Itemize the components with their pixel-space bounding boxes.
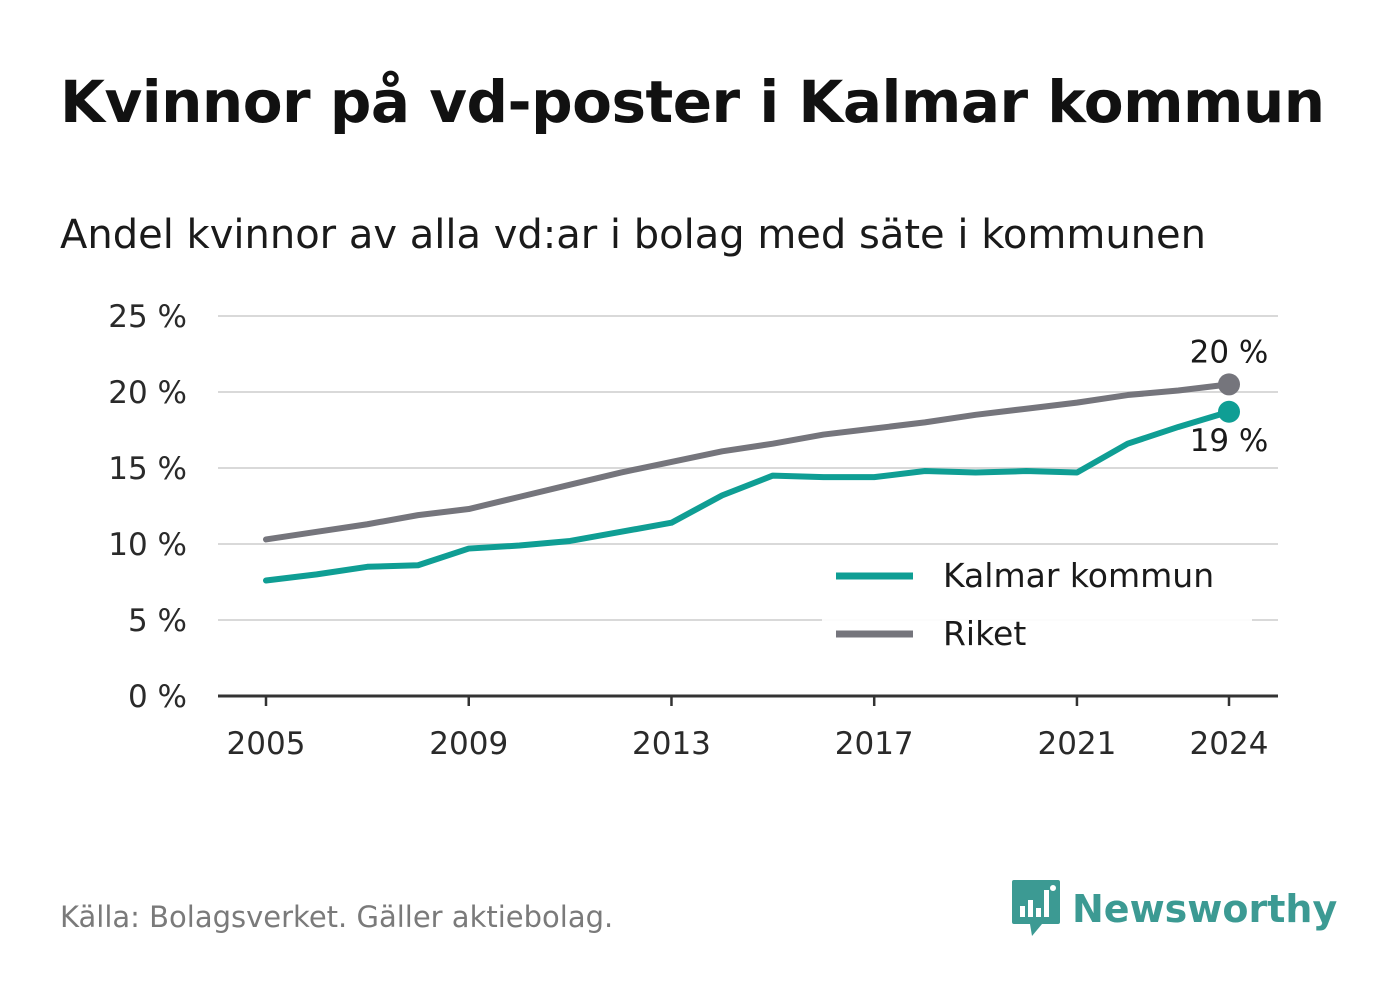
end-marker xyxy=(1218,400,1240,423)
x-tick-label: 2013 xyxy=(632,726,711,762)
x-tick-label: 2024 xyxy=(1190,726,1269,762)
y-axis-ticks: 0 % 5 % 10 % 15 % 20 % 25 % xyxy=(108,299,187,715)
brand-name: Newsworthy xyxy=(1072,887,1338,931)
end-label-riket: 20 % xyxy=(1190,334,1269,370)
y-tick-label: 20 % xyxy=(108,375,187,411)
y-tick-label: 15 % xyxy=(108,451,187,487)
legend-label: Riket xyxy=(943,614,1026,653)
series-line-kalmar-kommun xyxy=(263,408,1232,584)
end-marker xyxy=(1218,373,1240,396)
brand: Newsworthy xyxy=(1010,878,1337,940)
x-tick-label: 2005 xyxy=(227,726,306,762)
x-tick-label: 2021 xyxy=(1037,726,1116,762)
grid-lines xyxy=(218,315,1278,621)
y-tick-label: 0 % xyxy=(128,679,187,715)
series-line-riket xyxy=(263,381,1232,543)
series-lines: 20 % 19 % xyxy=(263,334,1269,584)
y-tick-label: 10 % xyxy=(108,527,187,563)
y-tick-label: 5 % xyxy=(128,603,187,639)
end-label-kalmar: 19 % xyxy=(1190,423,1269,459)
chart-title: Kvinnor på vd-poster i Kalmar kommun xyxy=(60,68,1325,136)
x-tick-label: 2017 xyxy=(835,726,914,762)
legend: Kalmar kommun Riket xyxy=(822,546,1252,658)
legend-label: Kalmar kommun xyxy=(943,556,1214,595)
y-tick-label: 25 % xyxy=(108,299,187,335)
x-axis: 2005 2009 2013 2017 2021 2024 xyxy=(218,694,1278,762)
newsworthy-logo-icon xyxy=(1012,880,1060,936)
source-note: Källa: Bolagsverket. Gäller aktiebolag. xyxy=(60,900,614,934)
legend-background xyxy=(822,546,1252,658)
x-tick-label: 2009 xyxy=(429,726,508,762)
chart-subtitle: Andel kvinnor av alla vd:ar i bolag med … xyxy=(60,212,1206,258)
